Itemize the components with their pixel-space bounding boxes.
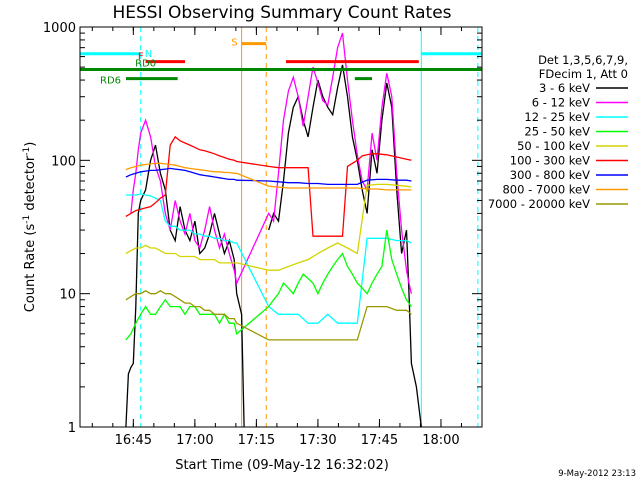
legend-header-2: FDecim 1, Att 0 (539, 67, 628, 81)
series-line (125, 167, 412, 186)
plot-area: NF S RD0 RD6 (79, 26, 483, 428)
legend-header-1: Det 1,3,5,6,7,9, (538, 53, 628, 67)
flag-label: RD0 (135, 59, 156, 70)
series-line (125, 229, 412, 341)
y-axis-label: Count Rate (s-1 detector-1) (22, 142, 38, 313)
x-tick-label: 17:00 (176, 433, 213, 448)
y-tick-label: 1000 (43, 21, 76, 36)
series-layer (125, 32, 422, 427)
legend-entry-label: 6 - 12 keV (532, 96, 590, 110)
timestamp: 9-May-2012 23:13 (558, 469, 636, 479)
series-line (125, 135, 412, 237)
x-tick-label: 17:30 (299, 433, 336, 448)
series-line (125, 162, 412, 191)
plot-frame (79, 26, 483, 428)
flag-label: S (231, 38, 237, 49)
x-tick-label: 17:45 (361, 433, 398, 448)
vertical-marker-lines (140, 27, 479, 427)
legend-entry-label: 7000 - 20000 keV (488, 197, 590, 211)
x-tick-label: 17:15 (238, 433, 275, 448)
x-axis-label: Start Time (09-May-12 16:32:02) (175, 458, 389, 473)
legend-entry-label: 100 - 300 keV (510, 154, 590, 168)
flag-bars-layer: NF S RD0 RD6 (80, 38, 482, 87)
chart-title: HESSI Observing Summary Count Rates (112, 3, 451, 23)
flag-label: N (145, 49, 152, 60)
y-tick-label: 10 (59, 288, 76, 303)
x-axis-ticks: 16:45 17:00 17:15 17:30 17:45 18:00 (91, 27, 483, 448)
legend-entry-label: 3 - 6 keV (539, 81, 590, 95)
y-tick-label: 1 (68, 421, 76, 436)
series-line (125, 183, 412, 271)
y-axis-ticks: 1 10 100 1000 (43, 21, 482, 436)
y-tick-label: 100 (51, 154, 76, 169)
legend-entry-label: 50 - 100 keV (517, 139, 590, 153)
legend-entry-label: 25 - 50 keV (524, 125, 590, 139)
series-line (125, 64, 422, 427)
legend-entry-label: 300 - 800 keV (510, 168, 590, 182)
legend-entry-label: 800 - 7000 keV (502, 183, 590, 197)
legend: Det 1,3,5,6,7,9, FDecim 1, Att 0 3 - 6 k… (488, 53, 628, 211)
flag-label: F (138, 52, 144, 63)
series-line (130, 32, 413, 294)
series-line (125, 290, 412, 341)
flag-label: RD6 (100, 76, 121, 87)
x-tick-label: 16:45 (115, 433, 152, 448)
series-line (125, 193, 412, 324)
legend-entry-label: 12 - 25 keV (524, 110, 590, 124)
x-tick-label: 18:00 (422, 433, 459, 448)
